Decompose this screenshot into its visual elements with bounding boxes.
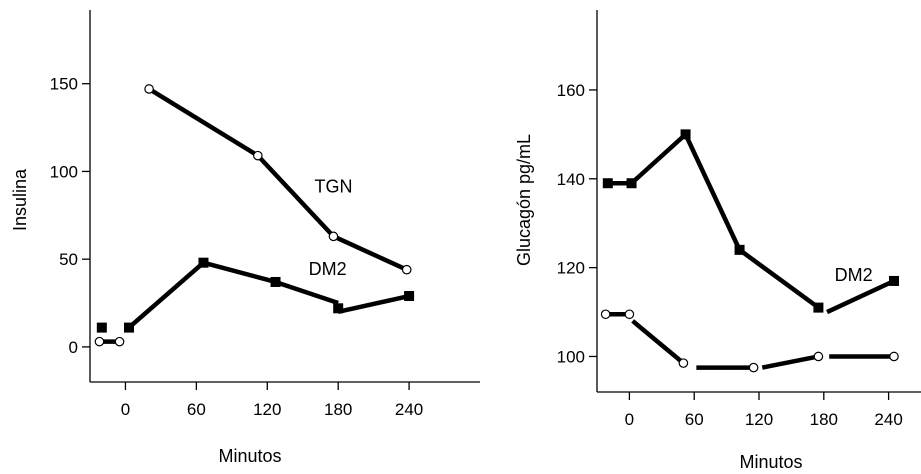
glucagon-filled-square-point [889,275,899,286]
insulin-series-square-segment [274,279,339,306]
glucagon-series-open-segment [631,319,685,365]
insulin-open-circle-point [401,264,412,275]
glucagon-open-circle-point [813,351,824,362]
glucagon-x-tick-label: 0 [625,410,634,429]
glucagon-series-square-segment [738,248,820,310]
insulin-open-circle-point [253,150,263,161]
glucagon-annotation-dm2: DM2 [835,265,873,285]
insulin-x-axis-title: Minutos [218,446,281,466]
insulin-y-axis-title: Insulina [10,168,30,231]
glucagon-x-tick-label: 240 [874,410,902,429]
insulin-open-circle-point [94,336,105,347]
glucagon-series-square-segment [630,132,688,185]
insulin-series-open-segment [147,87,259,158]
glucagon-x-axis-title: Minutos [739,452,802,472]
insulin-y-tick-label: 0 [69,338,78,357]
insulin-x-tick-label: 120 [253,400,281,419]
glucagon-open-circle-point [748,362,759,373]
insulin-filled-square-point [333,303,344,314]
glucagon-open-circle-point [678,358,689,368]
glucagon-y-axis-title: Glucagón pg/mL [514,134,534,266]
insulin-x-tick-label: 180 [324,400,352,419]
glucagon-series-square-segment [683,133,742,251]
glucagon-series-square-segment [826,278,895,315]
insulin-open-circle-point [328,231,339,242]
glucagon-x-tick-label: 60 [685,410,704,429]
insulin-x-tick-label: 60 [187,400,206,419]
glucagon-y-tick-label: 140 [557,170,585,189]
glucagon-filled-square-point [734,244,745,255]
glucagon-y-tick-label: 120 [557,259,585,278]
glucagon-filled-square-point [626,178,637,189]
glucagon-open-circle-point [600,309,611,320]
glucagon-open-circle-point [624,309,635,320]
insulin-y-tick-label: 150 [50,75,78,94]
glucagon-filled-square-point [602,178,613,189]
insulin-series-square-segment [127,260,205,330]
insulin-filled-square-point [124,322,134,333]
insulin-filled-square-point [96,322,107,333]
insulin-y-tick-label: 50 [59,250,78,269]
glucagon-x-tick-label: 180 [810,410,838,429]
insulin-series-open-segment [256,154,336,238]
insulin-annotation-dm2: DM2 [309,259,347,279]
glucagon-x-tick-label: 120 [745,410,773,429]
insulin-open-circle-point [114,336,125,347]
insulin-filled-square-point [404,291,415,302]
glucagon-open-circle-point [889,351,899,362]
glucagon-chart: 100 120 140 160 0 60 120 180 240 Minutos Glucagón … [514,10,921,472]
insulin-series-square-segment [202,260,277,285]
glucagon-filled-square-point [680,129,691,140]
insulin-x-tick-label: 240 [395,400,423,419]
insulin-x-tick-label: 0 [121,400,130,419]
insulin-chart: 0 50 100 150 0 60 120 180 240 Minutos Insulina TGN D… [10,10,480,466]
insulin-filled-square-point [270,276,281,287]
insulin-annotation-tgn: TGN [315,176,353,196]
glucagon-y-tick-label: 100 [557,347,585,366]
glucagon-filled-square-point [813,302,824,313]
insulin-series-square-segment [337,293,410,315]
glucagon-y-tick-label: 160 [557,81,585,100]
insulin-series-open-segment [332,234,408,272]
insulin-filled-square-point [198,257,209,268]
insulin-y-tick-label: 100 [50,162,78,181]
glucagon-series-open-segment [761,354,819,370]
insulin-open-circle-point [144,84,154,94]
